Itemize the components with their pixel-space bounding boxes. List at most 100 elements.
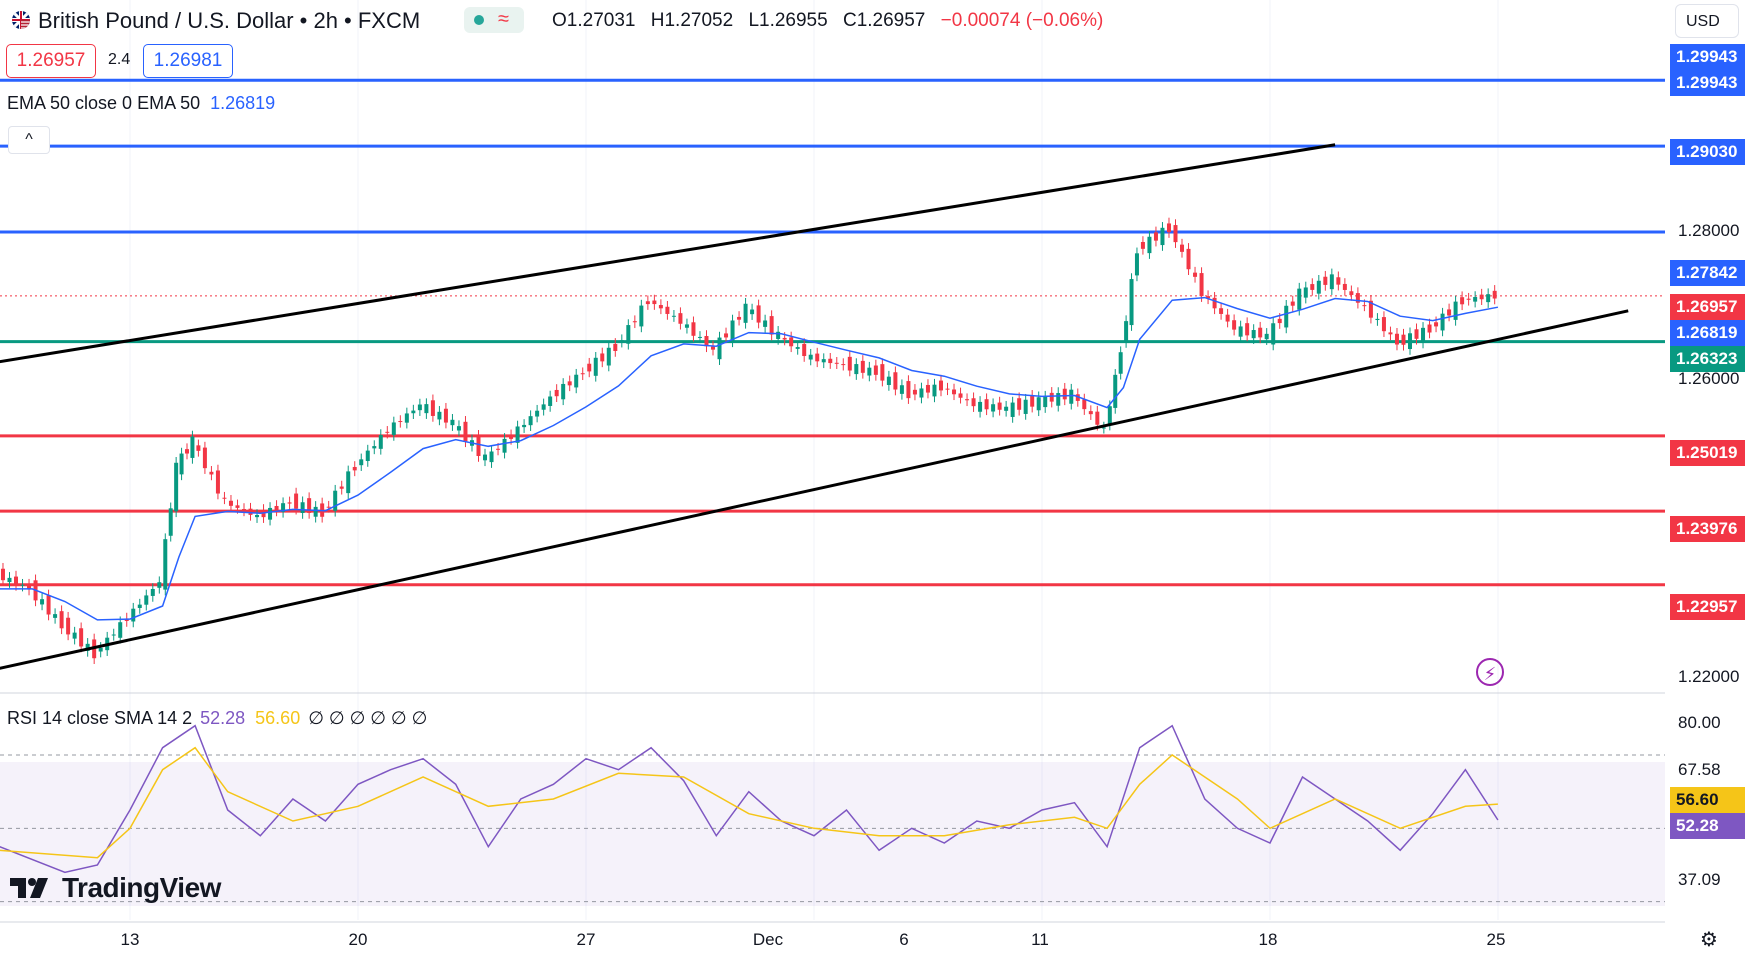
price-label: 1.22957	[1670, 594, 1745, 620]
candle-body	[1349, 291, 1354, 295]
candle-body	[1124, 321, 1129, 343]
candle-body	[1310, 284, 1315, 290]
candle-body	[456, 426, 461, 431]
candle-body	[1147, 236, 1152, 254]
lightning-icon[interactable]: ⚡	[1476, 658, 1504, 686]
candle-body	[496, 448, 501, 450]
price-tick: 1.28000	[1678, 221, 1740, 240]
price-label: 1.29943	[1670, 44, 1745, 70]
candle-body	[1113, 374, 1118, 408]
candle-body	[1421, 327, 1426, 343]
candle-body	[1336, 277, 1341, 285]
rsi-tick: 37.09	[1678, 870, 1721, 889]
candle-body	[665, 306, 670, 314]
candle-body	[1069, 389, 1074, 404]
candle-body	[1342, 283, 1347, 290]
candle-body	[893, 372, 898, 390]
candle-body	[1427, 324, 1432, 333]
candle-body	[1225, 314, 1230, 322]
candle-body	[1297, 288, 1302, 310]
time-label: 25	[1486, 930, 1506, 949]
ohlc-close: C1.26957	[842, 10, 926, 31]
candle-body	[522, 424, 527, 428]
rsi-legend-value: 52.28	[200, 708, 246, 728]
candle-body	[202, 447, 207, 469]
market-status[interactable]: ≈	[464, 7, 524, 33]
ema-legend-value: 1.26819	[210, 93, 276, 113]
candle-body	[0, 568, 5, 581]
candle-body	[489, 451, 494, 463]
candle-body	[1388, 332, 1393, 335]
candle-body	[711, 346, 716, 350]
candle-body	[287, 502, 292, 504]
candle-body	[59, 611, 64, 629]
candle-body	[437, 411, 442, 420]
candle-body	[1271, 323, 1276, 345]
candle-body	[691, 322, 696, 336]
price-label: 1.29943	[1670, 70, 1745, 96]
sell-button[interactable]: 1.26957	[6, 44, 96, 78]
candle-body	[860, 360, 865, 373]
candle-body	[1368, 300, 1373, 318]
candle-body	[717, 337, 722, 360]
time-label: 18	[1258, 930, 1278, 949]
trendline	[0, 143, 1336, 364]
candle-body	[1323, 276, 1328, 285]
candle-body	[619, 340, 624, 342]
candle-body	[1036, 397, 1041, 411]
candle-body	[1245, 323, 1250, 336]
candle-body	[1486, 294, 1491, 303]
time-label: 13	[120, 930, 140, 949]
candle-body	[398, 421, 403, 423]
candle-body	[828, 358, 833, 364]
candle-body	[1258, 327, 1263, 338]
price-label: 1.25019	[1670, 440, 1745, 466]
candle-body	[1284, 305, 1289, 328]
candle-body	[795, 347, 800, 349]
candle-body	[294, 493, 299, 509]
ohlc-high: H1.27052	[650, 10, 734, 31]
candle-body	[1401, 334, 1406, 345]
candle-body	[1329, 274, 1334, 290]
ema-legend[interactable]: EMA 50 close 0 EMA 50 1.26819	[7, 93, 275, 114]
candle-body	[476, 435, 481, 456]
candle-body	[352, 466, 357, 471]
tv-logo-icon	[10, 878, 48, 898]
time-label: 27	[576, 930, 596, 949]
price-chart[interactable]	[0, 0, 1665, 953]
candle-body	[430, 400, 435, 416]
buy-button[interactable]: 1.26981	[143, 44, 233, 78]
candle-body	[281, 503, 286, 512]
candle-body	[483, 454, 488, 461]
candle-body	[268, 507, 273, 520]
symbol-title[interactable]: British Pound / U.S. Dollar • 2h • FXCM	[38, 8, 421, 33]
collapse-legend-button[interactable]: ^	[8, 126, 50, 154]
candle-body	[274, 505, 279, 511]
candle-body	[1140, 241, 1145, 249]
candle-body	[613, 343, 618, 351]
candle-body	[307, 498, 312, 513]
candle-body	[1447, 309, 1452, 316]
candle-body	[255, 514, 260, 518]
rsi-tick: 80.00	[1678, 713, 1721, 732]
candle-body	[789, 337, 794, 347]
candle-body	[346, 471, 351, 494]
candle-body	[567, 381, 572, 386]
candle-body	[1251, 330, 1256, 339]
currency-selector[interactable]: USD	[1675, 4, 1739, 38]
candle-body	[535, 410, 540, 417]
tradingview-logo[interactable]: TradingView	[10, 872, 221, 904]
ema-line	[0, 296, 1499, 621]
candle-body	[450, 419, 455, 426]
rsi-legend[interactable]: RSI 14 close SMA 14 2 52.28 56.60 ∅ ∅ ∅ ∅ ∅…	[7, 708, 427, 729]
candle-body	[684, 324, 689, 328]
candle-body	[46, 595, 51, 615]
candle-body	[1088, 411, 1093, 415]
candle-body	[1017, 398, 1022, 410]
candle-body	[1075, 394, 1080, 401]
candle-body	[704, 335, 709, 347]
candle-body	[359, 459, 364, 466]
gear-icon[interactable]: ⚙	[1700, 929, 1718, 951]
candle-body	[241, 508, 246, 511]
candle-body	[1193, 272, 1198, 277]
